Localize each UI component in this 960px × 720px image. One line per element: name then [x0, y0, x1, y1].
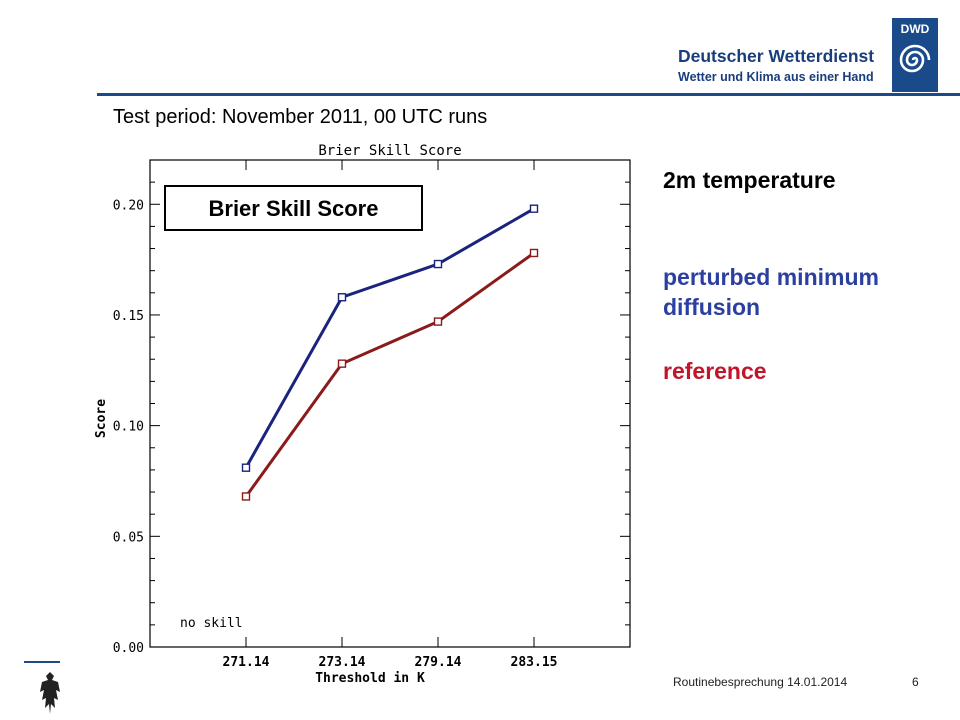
y-tick-label: 0.05 — [113, 530, 144, 545]
legend-perturbed-label: perturbed minimum diffusion — [663, 264, 879, 320]
no-skill-annotation: no skill — [180, 616, 243, 631]
data-point — [529, 204, 539, 213]
federal-eagle-icon — [40, 672, 60, 714]
series-line — [244, 207, 535, 469]
dwd-logo: Deutscher Wetterdienst Wetter und Klima … — [678, 18, 938, 92]
data-point — [241, 492, 251, 501]
series-line — [244, 251, 535, 498]
y-tick-label: 0.15 — [113, 309, 144, 324]
footer-rule — [24, 661, 60, 663]
data-point — [529, 248, 539, 258]
chart-label-text: Brier Skill Score — [209, 196, 379, 221]
x-tick-label: 273.14 — [319, 655, 366, 670]
chart-title: Brier Skill Score — [318, 143, 461, 159]
y-tick-label: 0.00 — [113, 641, 144, 656]
dwd-logo-mark: DWD — [892, 18, 938, 92]
header-rule — [97, 93, 960, 96]
x-tick-label: 271.14 — [223, 655, 270, 670]
data-point — [241, 463, 251, 472]
variable-label: 2m temperature — [663, 167, 836, 193]
x-tick-label: 283.15 — [511, 655, 558, 670]
y-tick-label: 0.10 — [113, 420, 144, 435]
data-point — [433, 317, 443, 326]
chart-container: Brier Skill Score 0.00 0.05 0.10 0.15 0.20 271… — [85, 138, 645, 695]
logo-abbreviation: DWD — [900, 22, 930, 36]
org-tagline: Wetter und Klima aus einer Hand — [678, 70, 874, 84]
swirl-icon — [899, 44, 931, 73]
footer-text: Routinebesprechung 14.01.2014 — [673, 675, 848, 689]
chart-label-box — [164, 185, 423, 231]
slide-subtitle: Test period: November 2011, 00 UTC runs — [113, 106, 488, 128]
page-number: 6 — [912, 675, 919, 689]
brier-skill-score-chart: Brier Skill Score 0.00 0.05 0.10 0.15 0.20 271… — [94, 143, 631, 686]
data-point — [433, 259, 443, 269]
x-tick-label: 279.14 — [415, 655, 462, 670]
org-name: Deutscher Wetterdienst — [678, 46, 875, 66]
y-tick-label: 0.20 — [113, 198, 144, 213]
data-point — [337, 293, 347, 302]
x-axis-label: Threshold in K — [315, 671, 425, 686]
plot-frame — [149, 159, 631, 648]
data-point — [337, 359, 347, 368]
y-axis-label: Score — [94, 399, 109, 438]
legend-reference-label: reference — [663, 358, 767, 384]
